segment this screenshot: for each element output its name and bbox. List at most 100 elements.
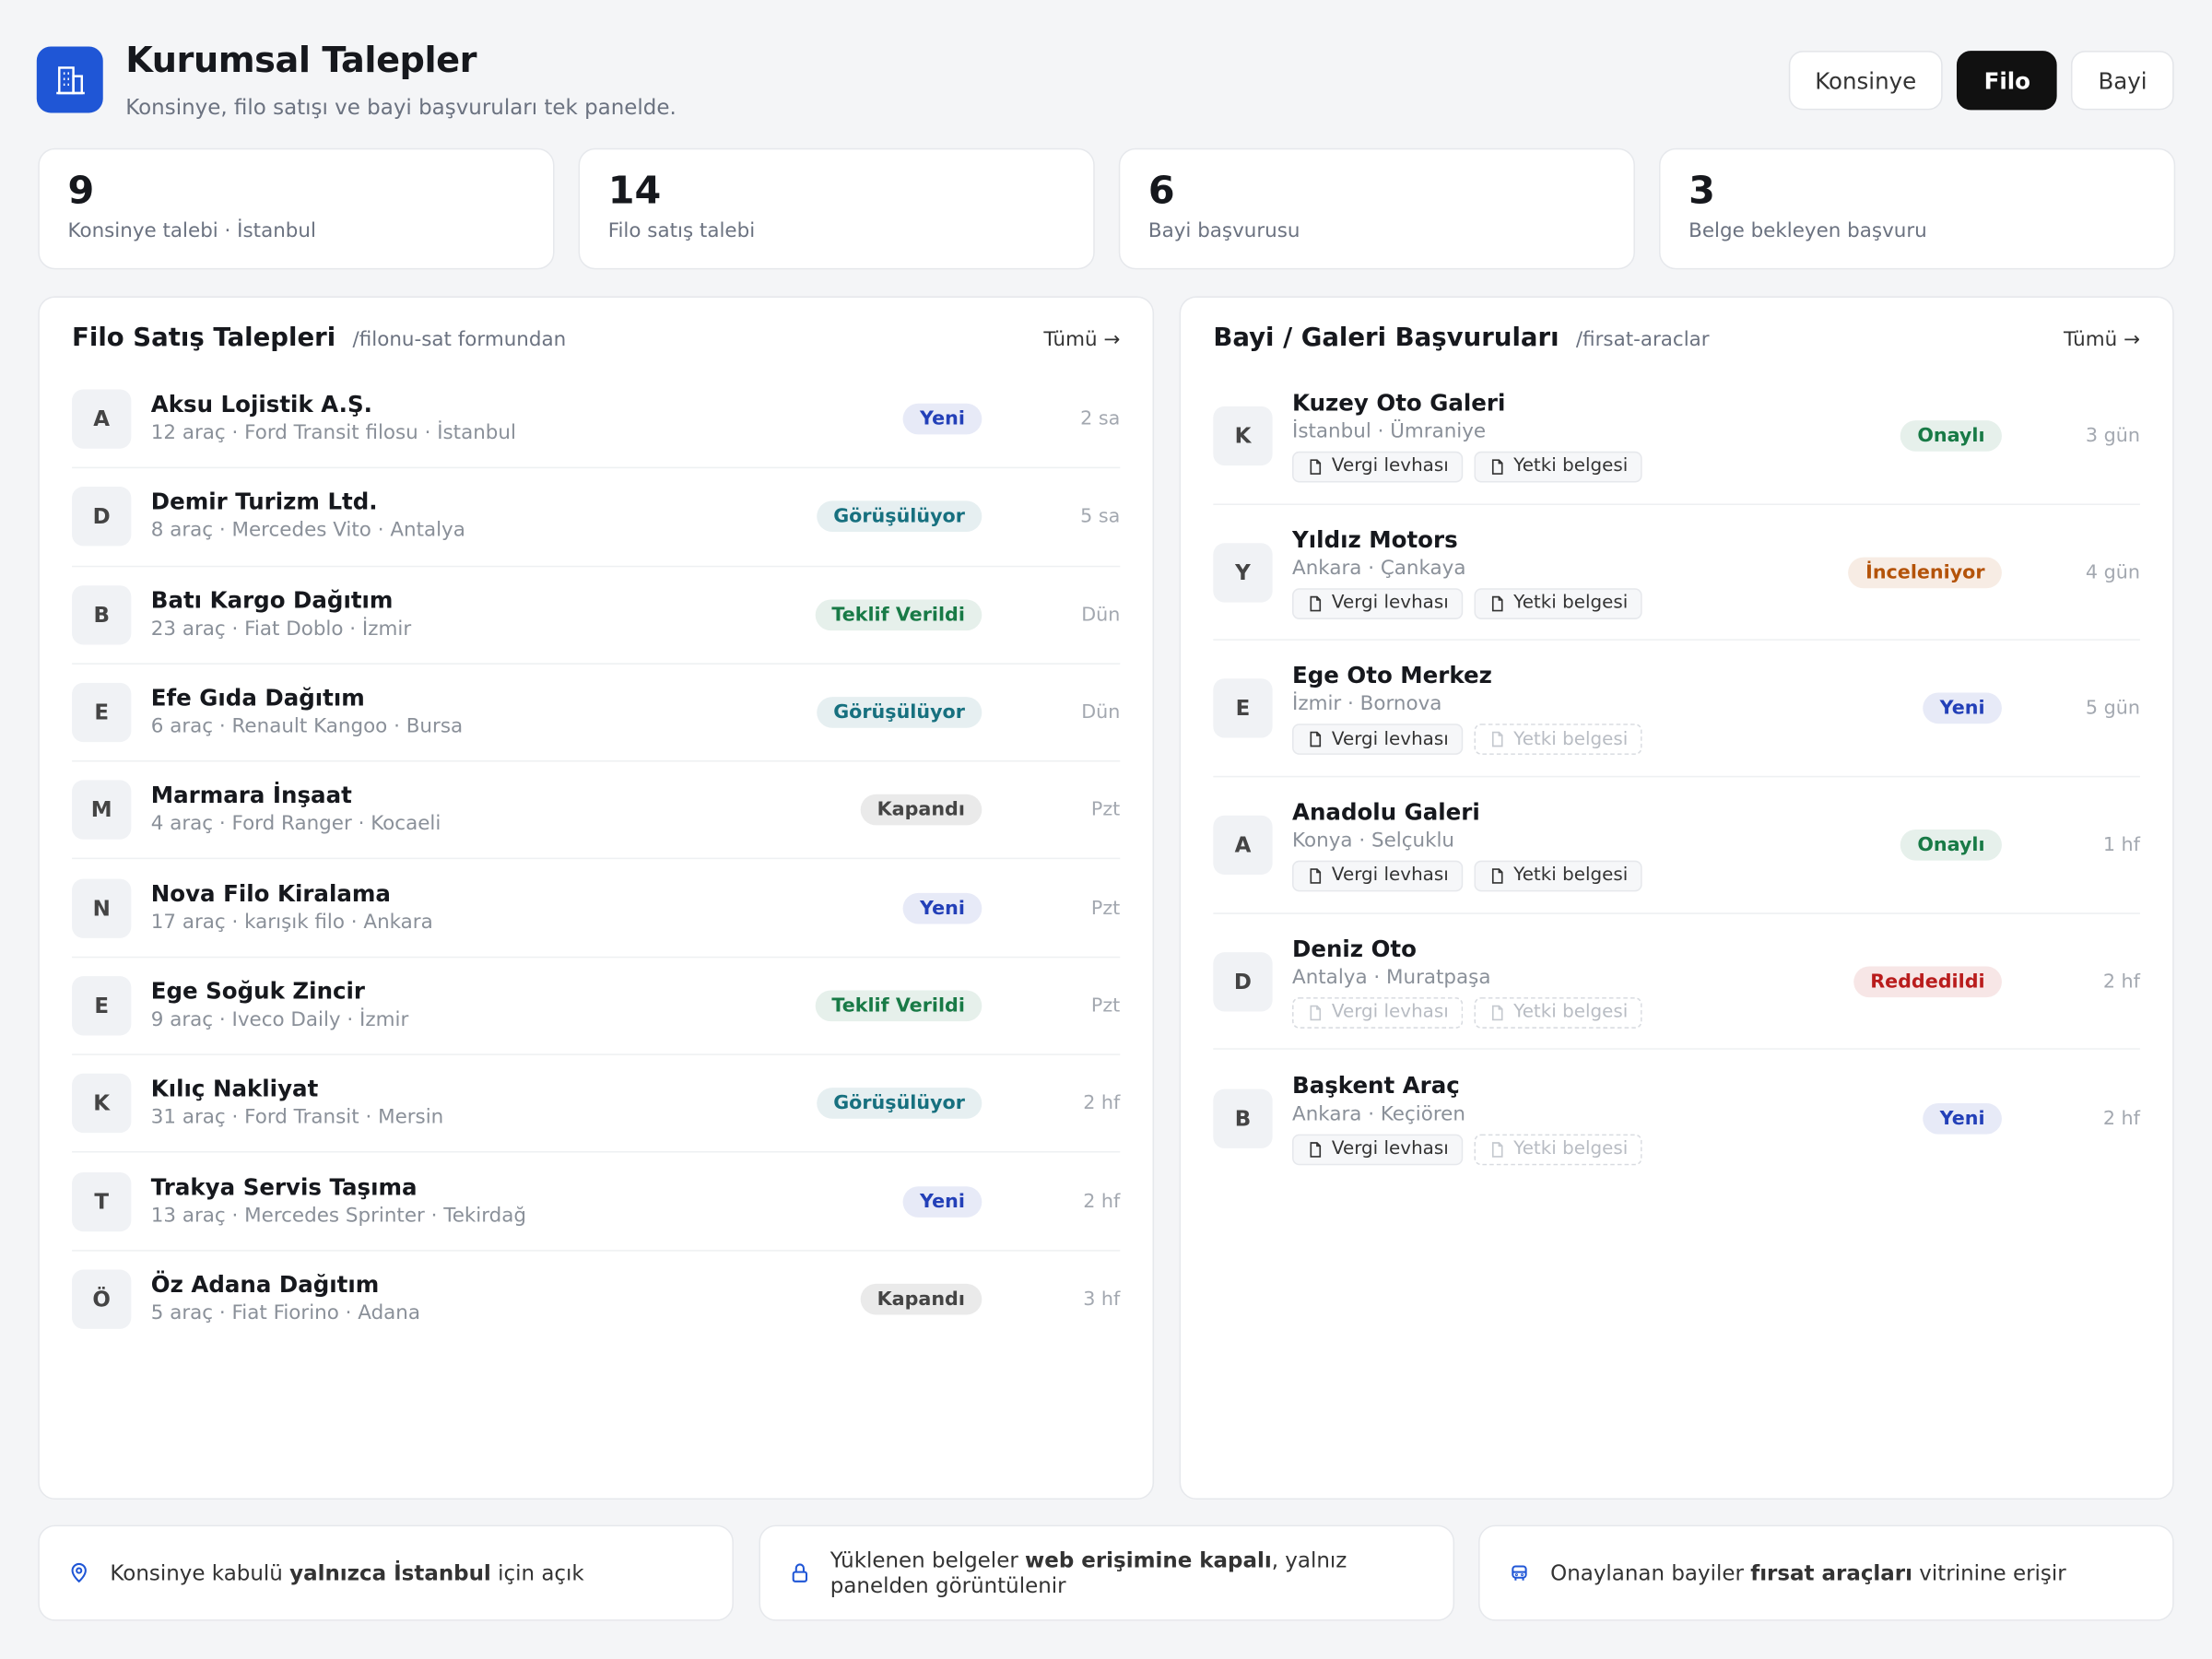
page-title: Kurumsal Talepler — [125, 39, 477, 81]
status-badge: Teklif Verildi — [815, 599, 982, 630]
view-all-link[interactable]: Tümü → — [2063, 328, 2140, 352]
row-name: Deniz Oto — [1292, 935, 1417, 962]
row-time: 3 hf — [1083, 1288, 1121, 1312]
row-info: Deniz Oto Antalya · Muratpaşa Vergi levhas… — [1292, 935, 1853, 1029]
row-name: Öz Adana Dağıtım — [150, 1271, 380, 1299]
doc-chip: Yetki belgesi — [1474, 451, 1642, 483]
note-text: Konsinye kabulü yalnızca İstanbul için a… — [110, 1560, 583, 1586]
row-info: Nova Filo Kiralama 17 araç · karışık filo… — [151, 880, 903, 936]
avatar: K — [72, 1074, 132, 1134]
doc-label: Yetki belgesi — [1513, 1001, 1629, 1023]
note-card: Yüklenen belgeler web erişimine kapalı, … — [758, 1524, 1454, 1621]
row-info: Demir Turizm Ltd. 8 araç · Mercedes Vito … — [151, 488, 817, 545]
list-row[interactable]: B Başkent Araç Ankara · Keçiören Vergi levh… — [1213, 1050, 2140, 1186]
avatar: T — [72, 1171, 132, 1231]
row-time: 2 sa — [1080, 407, 1121, 431]
row-detail: Antalya · Muratpaşa — [1292, 965, 1491, 989]
doc-icon-svg — [1491, 1141, 1503, 1158]
doc-label: Vergi levhası — [1331, 1001, 1449, 1023]
row-time: 2 hf — [2102, 970, 2140, 993]
doc-list: Vergi levhası Yetki belgesi — [1292, 587, 1849, 619]
row-detail: 13 araç · Mercedes Sprinter · Tekirdağ — [150, 1204, 527, 1227]
doc-icon-svg — [1491, 459, 1503, 475]
doc-icon-svg — [1310, 732, 1322, 747]
list-row[interactable]: E Efe Gıda Dağıtım 6 araç · Renault Kangoo… — [72, 665, 1121, 762]
doc-label: Vergi levhası — [1331, 865, 1449, 887]
note-part: için açık — [490, 1559, 584, 1586]
list-row[interactable]: A Aksu Lojistik A.Ş. 12 araç · Ford Transi… — [72, 371, 1121, 469]
row-name: Ege Soğuk Zincir — [150, 977, 365, 1005]
status-badge: Teklif Verildi — [815, 990, 982, 1022]
doc-icon — [1306, 728, 1324, 750]
doc-list: Vergi levhası Yetki belgesi — [1292, 451, 1900, 483]
status-badge: Yeni — [1923, 1102, 2002, 1135]
doc-chip: Vergi levhası — [1292, 451, 1464, 483]
note-bold: fırsat araçları — [1750, 1559, 1912, 1586]
row-detail: 6 araç · Renault Kangoo · Bursa — [150, 715, 464, 738]
stat-label: Belge bekleyen başvuru — [1688, 219, 1927, 243]
list-row[interactable]: N Nova Filo Kiralama 17 araç · karışık fil… — [72, 860, 1121, 958]
row-info: Anadolu Galeri Konya · Selçuklu Vergi levh… — [1292, 798, 1900, 892]
building-icon — [55, 65, 85, 94]
avatar: D — [1213, 951, 1273, 1011]
row-name: Ege Oto Merkez — [1292, 662, 1492, 689]
list-row[interactable]: T Trakya Servis Taşıma 13 araç · Mercedes … — [72, 1153, 1121, 1252]
avatar: K — [1213, 406, 1273, 465]
row-detail: 23 araç · Fiat Doblo · İzmir — [150, 618, 412, 641]
list-row[interactable]: A Anadolu Galeri Konya · Selçuklu Vergi lev… — [1213, 777, 2140, 914]
list-row[interactable]: D Deniz Oto Antalya · Muratpaşa Vergi levha… — [1213, 913, 2140, 1051]
stat-card: 14 Filo satış talebi — [578, 147, 1095, 270]
row-detail: 17 araç · karışık filo · Ankara — [150, 911, 433, 934]
doc-icon — [1306, 1001, 1324, 1023]
list-row[interactable]: D Demir Turizm Ltd. 8 araç · Mercedes Vito… — [72, 469, 1121, 567]
status-badge: Yeni — [1923, 692, 2002, 724]
note-icon — [1508, 1561, 1530, 1583]
row-detail: İzmir · Bornova — [1292, 692, 1442, 716]
page-subtitle: Konsinye, filo satışı ve bayi başvurular… — [125, 94, 677, 121]
doc-list: Vergi levhası Yetki belgesi — [1292, 724, 1923, 756]
list-row[interactable]: E Ege Soğuk Zincir 9 araç · Iveco Daily · … — [72, 958, 1121, 1056]
doc-list: Vergi levhası Yetki belgesi — [1292, 860, 1900, 892]
list-row[interactable]: Y Yıldız Motors Ankara · Çankaya Vergi levh… — [1213, 504, 2140, 641]
status-badge: İnceleniyor — [1848, 556, 2002, 588]
row-time: 3 gün — [2085, 424, 2140, 447]
list-row[interactable]: K Kuzey Oto Galeri İstanbul · Ümraniye Verg… — [1213, 368, 2140, 505]
view-all-link[interactable]: Tümü → — [1043, 328, 1121, 352]
status-badge: Onaylı — [1900, 829, 2002, 861]
row-detail: 9 araç · Iveco Daily · İzmir — [150, 1008, 409, 1031]
doc-label: Yetki belgesi — [1513, 1138, 1629, 1160]
row-name: Efe Gıda Dağıtım — [150, 684, 365, 712]
doc-icon — [1488, 728, 1507, 750]
panel-title: Bayi / Galeri Başvuruları — [1213, 323, 1559, 353]
row-name: Kuzey Oto Galeri — [1292, 389, 1506, 417]
tab[interactable]: Konsinye — [1788, 51, 1944, 111]
doc-icon — [1488, 592, 1507, 614]
doc-list: Vergi levhası Yetki belgesi — [1292, 996, 1853, 1029]
avatar: A — [1213, 815, 1273, 875]
row-time: Pzt — [1090, 896, 1121, 920]
list-row[interactable]: K Kılıç Nakliyat 31 araç · Ford Transit · … — [72, 1055, 1121, 1154]
list-row[interactable]: B Batı Kargo Dağıtım 23 araç · Fiat Doblo … — [72, 567, 1121, 665]
row-time: 2 hf — [2102, 1107, 2140, 1130]
status-badge: Onaylı — [1900, 419, 2002, 452]
list-row[interactable]: E Ege Oto Merkez İzmir · Bornova Vergi levh… — [1213, 641, 2140, 778]
row-info: Trakya Servis Taşıma 13 araç · Mercedes S… — [151, 1173, 903, 1230]
doc-label: Vergi levhası — [1331, 592, 1449, 614]
list-row[interactable]: Ö Öz Adana Dağıtım 5 araç · Fiat Fiorino ·… — [72, 1251, 1120, 1348]
tab[interactable]: Bayi — [2071, 51, 2174, 111]
list-row[interactable]: M Marmara İnşaat 4 araç · Ford Ranger · Ko… — [72, 762, 1121, 860]
status-badge: Görüşülüyor — [816, 697, 982, 728]
avatar: B — [72, 584, 132, 645]
doc-icon — [1488, 1001, 1507, 1023]
stat-value: 6 — [1147, 169, 1175, 214]
row-time: Dün — [1081, 603, 1121, 627]
tab[interactable]: Filo — [1957, 51, 2058, 111]
doc-chip: Yetki belgesi — [1474, 724, 1642, 756]
doc-icon-svg — [1310, 868, 1322, 884]
note-bold: web erişimine kapalı — [1025, 1547, 1272, 1573]
status-badge: Yeni — [902, 1185, 982, 1218]
doc-chip: Yetki belgesi — [1474, 860, 1642, 892]
avatar: Y — [1213, 542, 1273, 602]
doc-icon-svg — [1310, 1141, 1322, 1158]
row-info: Marmara İnşaat 4 araç · Ford Ranger · Koc… — [151, 782, 861, 838]
